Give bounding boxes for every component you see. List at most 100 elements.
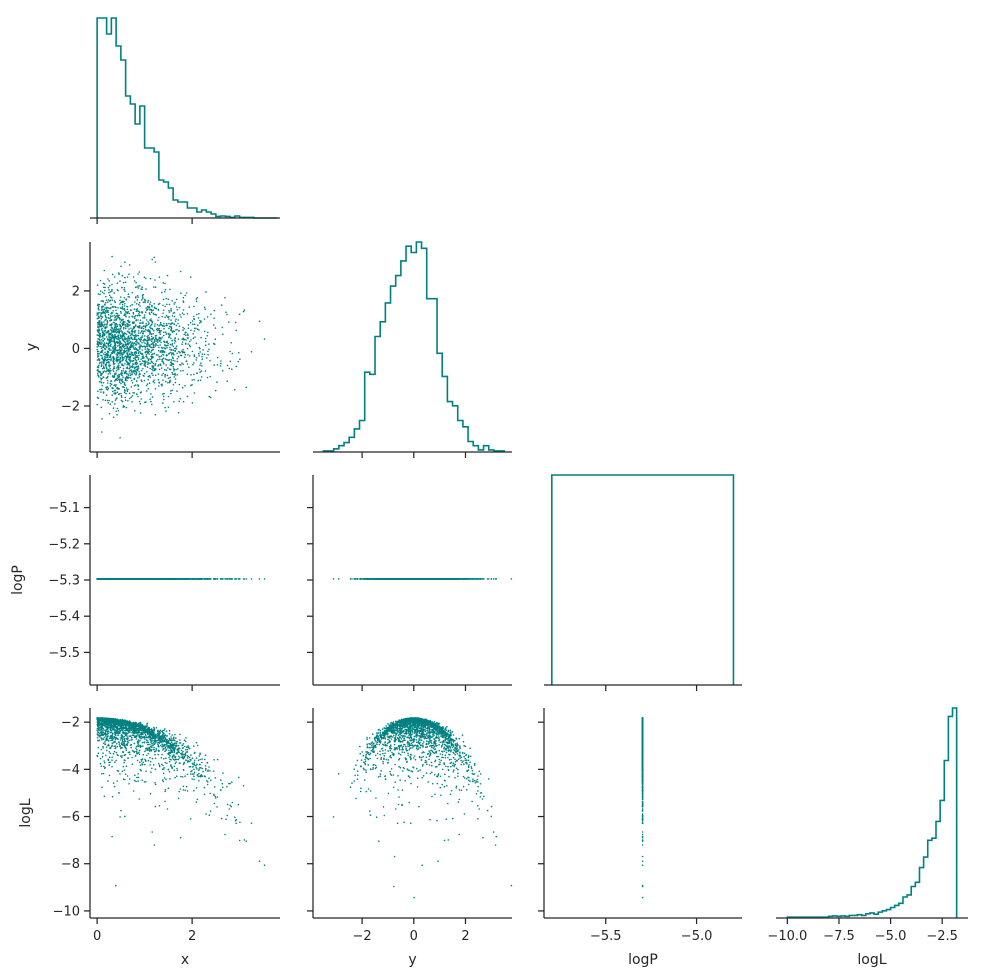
scatter-point xyxy=(128,362,131,365)
scatter-point xyxy=(174,320,177,322)
scatter-point xyxy=(115,326,117,328)
scatter-point xyxy=(141,297,144,300)
scatter-point xyxy=(155,368,157,370)
scatter-point xyxy=(173,368,176,371)
scatter-point xyxy=(158,338,161,340)
scatter-point xyxy=(102,392,105,394)
scatter-point xyxy=(133,334,135,337)
scatter-point xyxy=(145,356,148,358)
scatter-point xyxy=(133,315,136,318)
scatter-point xyxy=(122,370,124,372)
panel-scatter-y-logP xyxy=(307,475,513,691)
scatter-point xyxy=(118,332,120,334)
scatter-point xyxy=(199,347,201,350)
scatter-point xyxy=(199,364,201,367)
scatter-point xyxy=(124,350,127,353)
scatter-point xyxy=(106,361,108,364)
scatter-point xyxy=(124,303,126,305)
scatter-point xyxy=(100,300,103,302)
scatter-point xyxy=(192,337,195,340)
scatter-point xyxy=(124,290,126,293)
scatter-point xyxy=(185,331,187,334)
scatter-point xyxy=(165,354,168,357)
scatter-point xyxy=(132,313,135,315)
scatter-point xyxy=(127,296,129,298)
scatter-point xyxy=(187,343,189,345)
scatter-point xyxy=(201,353,204,355)
scatter-point xyxy=(176,374,178,376)
scatter-point xyxy=(111,283,113,286)
scatter-point xyxy=(209,360,211,362)
scatter-point xyxy=(114,372,116,375)
scatter-point xyxy=(154,279,156,281)
scatter-point xyxy=(100,406,103,409)
scatter-point xyxy=(234,389,236,391)
scatter-point xyxy=(161,351,163,354)
scatter-point xyxy=(125,392,127,395)
scatter-point xyxy=(127,342,129,344)
scatter-point xyxy=(150,308,152,311)
scatter-point xyxy=(97,366,100,369)
scatter-point xyxy=(97,307,100,309)
scatter-point xyxy=(127,374,130,376)
scatter-point xyxy=(124,370,127,372)
scatter-point xyxy=(105,364,107,367)
scatter-point xyxy=(116,397,118,399)
scatter-point xyxy=(209,375,211,378)
scatter-point xyxy=(146,337,149,339)
scatter-point xyxy=(134,370,136,372)
scatter-point xyxy=(167,359,170,362)
scatter-point xyxy=(164,376,166,378)
scatter-point xyxy=(112,337,115,339)
scatter-point xyxy=(123,349,125,352)
scatter-point xyxy=(120,399,123,402)
scatter-point xyxy=(203,306,206,309)
scatter-point xyxy=(221,578,224,580)
scatter-point xyxy=(115,353,118,355)
scatter-point xyxy=(151,367,154,369)
scatter-point xyxy=(214,327,217,329)
scatter-point xyxy=(170,329,173,332)
scatter-point xyxy=(139,402,142,405)
scatter-point xyxy=(113,300,116,302)
scatter-point xyxy=(110,383,113,386)
scatter-point xyxy=(126,338,128,340)
scatter-point xyxy=(160,367,163,369)
scatter-point xyxy=(206,376,209,379)
scatter-point xyxy=(159,363,162,365)
scatter-point xyxy=(101,361,103,363)
scatter-point xyxy=(161,358,164,361)
scatter-point xyxy=(169,346,171,349)
scatter-point xyxy=(198,312,200,315)
scatter-point xyxy=(144,325,147,328)
scatter-point xyxy=(149,345,151,347)
scatter-point xyxy=(195,300,198,303)
scatter-point xyxy=(131,315,133,318)
scatter-point xyxy=(147,321,149,323)
scatter-point xyxy=(145,288,147,290)
scatter-point xyxy=(122,364,125,367)
scatter-point xyxy=(168,322,170,325)
scatter-point xyxy=(197,578,199,580)
scatter-point xyxy=(119,280,121,282)
scatter-point xyxy=(139,346,141,349)
scatter-point xyxy=(173,370,175,372)
scatter-point xyxy=(98,320,100,322)
scatter-point xyxy=(187,354,189,356)
scatter-point xyxy=(230,342,232,344)
scatter-point xyxy=(213,578,215,580)
scatter-point xyxy=(105,578,108,580)
scatter-point xyxy=(171,322,174,324)
scatter-point xyxy=(120,382,122,385)
scatter-point xyxy=(136,368,139,370)
scatter-point xyxy=(119,578,122,580)
scatter-point xyxy=(124,313,126,315)
scatter-point xyxy=(200,376,203,378)
scatter-point xyxy=(159,333,162,335)
scatter-point xyxy=(142,321,144,323)
scatter-point xyxy=(97,354,99,357)
scatter-point xyxy=(119,323,121,326)
scatter-point xyxy=(207,353,209,356)
scatter-point xyxy=(98,334,101,336)
scatter-point xyxy=(136,299,139,301)
